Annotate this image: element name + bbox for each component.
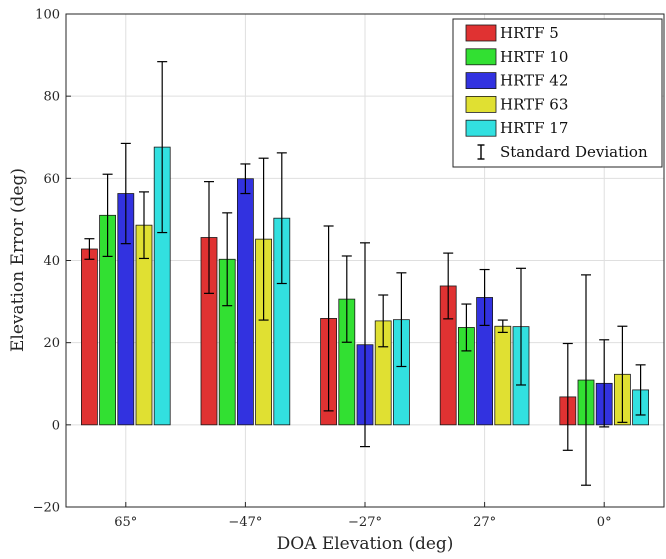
x-tick-label: 65° bbox=[114, 515, 137, 530]
x-axis-ticks: 65° −47° −27° 27° 0° bbox=[114, 502, 612, 530]
y-axis-label: Elevation Error (deg) bbox=[8, 168, 28, 352]
y-tick-label: 60 bbox=[43, 172, 60, 187]
legend-label: HRTF 5 bbox=[500, 24, 559, 42]
bars bbox=[81, 146, 649, 426]
y-tick-label: 40 bbox=[43, 254, 60, 269]
legend-swatch bbox=[465, 48, 497, 66]
legend-label: Standard Deviation bbox=[500, 143, 648, 161]
legend: HRTF 5 HRTF 10 HRTF 42 HRTF 63 HRTF 17 Standa… bbox=[452, 18, 663, 168]
y-tick-label: −20 bbox=[33, 501, 60, 516]
x-tick-label: −47° bbox=[228, 515, 262, 530]
legend-swatch bbox=[465, 119, 497, 137]
bar bbox=[236, 178, 254, 426]
legend-swatch bbox=[465, 72, 497, 89]
x-tick-label: 27° bbox=[473, 515, 496, 530]
y-tick-label: 20 bbox=[43, 336, 60, 351]
x-axis-label: DOA Elevation (deg) bbox=[277, 534, 454, 554]
y-axis-ticks: −20 0 20 40 60 80 100 bbox=[33, 8, 71, 516]
legend-swatch bbox=[465, 96, 497, 113]
y-tick-label: 100 bbox=[35, 8, 60, 23]
error-bars bbox=[84, 61, 646, 486]
x-tick-label: −27° bbox=[348, 515, 382, 530]
bar bbox=[494, 325, 512, 426]
legend-swatch bbox=[465, 24, 497, 42]
y-tick-label: 0 bbox=[52, 418, 60, 433]
legend-box bbox=[452, 18, 663, 168]
legend-label: HRTF 42 bbox=[500, 72, 568, 90]
y-tick-label: 80 bbox=[43, 90, 60, 105]
legend-label: HRTF 10 bbox=[500, 48, 568, 66]
x-tick-label: 0° bbox=[597, 515, 612, 530]
bar bbox=[81, 248, 98, 426]
legend-label: HRTF 17 bbox=[500, 119, 568, 137]
legend-label: HRTF 63 bbox=[500, 95, 568, 113]
